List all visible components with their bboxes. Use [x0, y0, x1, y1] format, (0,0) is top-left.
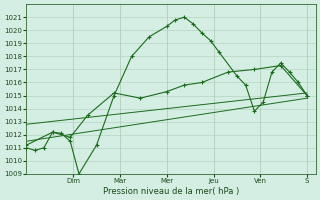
X-axis label: Pression niveau de la mer( hPa ): Pression niveau de la mer( hPa )	[103, 187, 239, 196]
